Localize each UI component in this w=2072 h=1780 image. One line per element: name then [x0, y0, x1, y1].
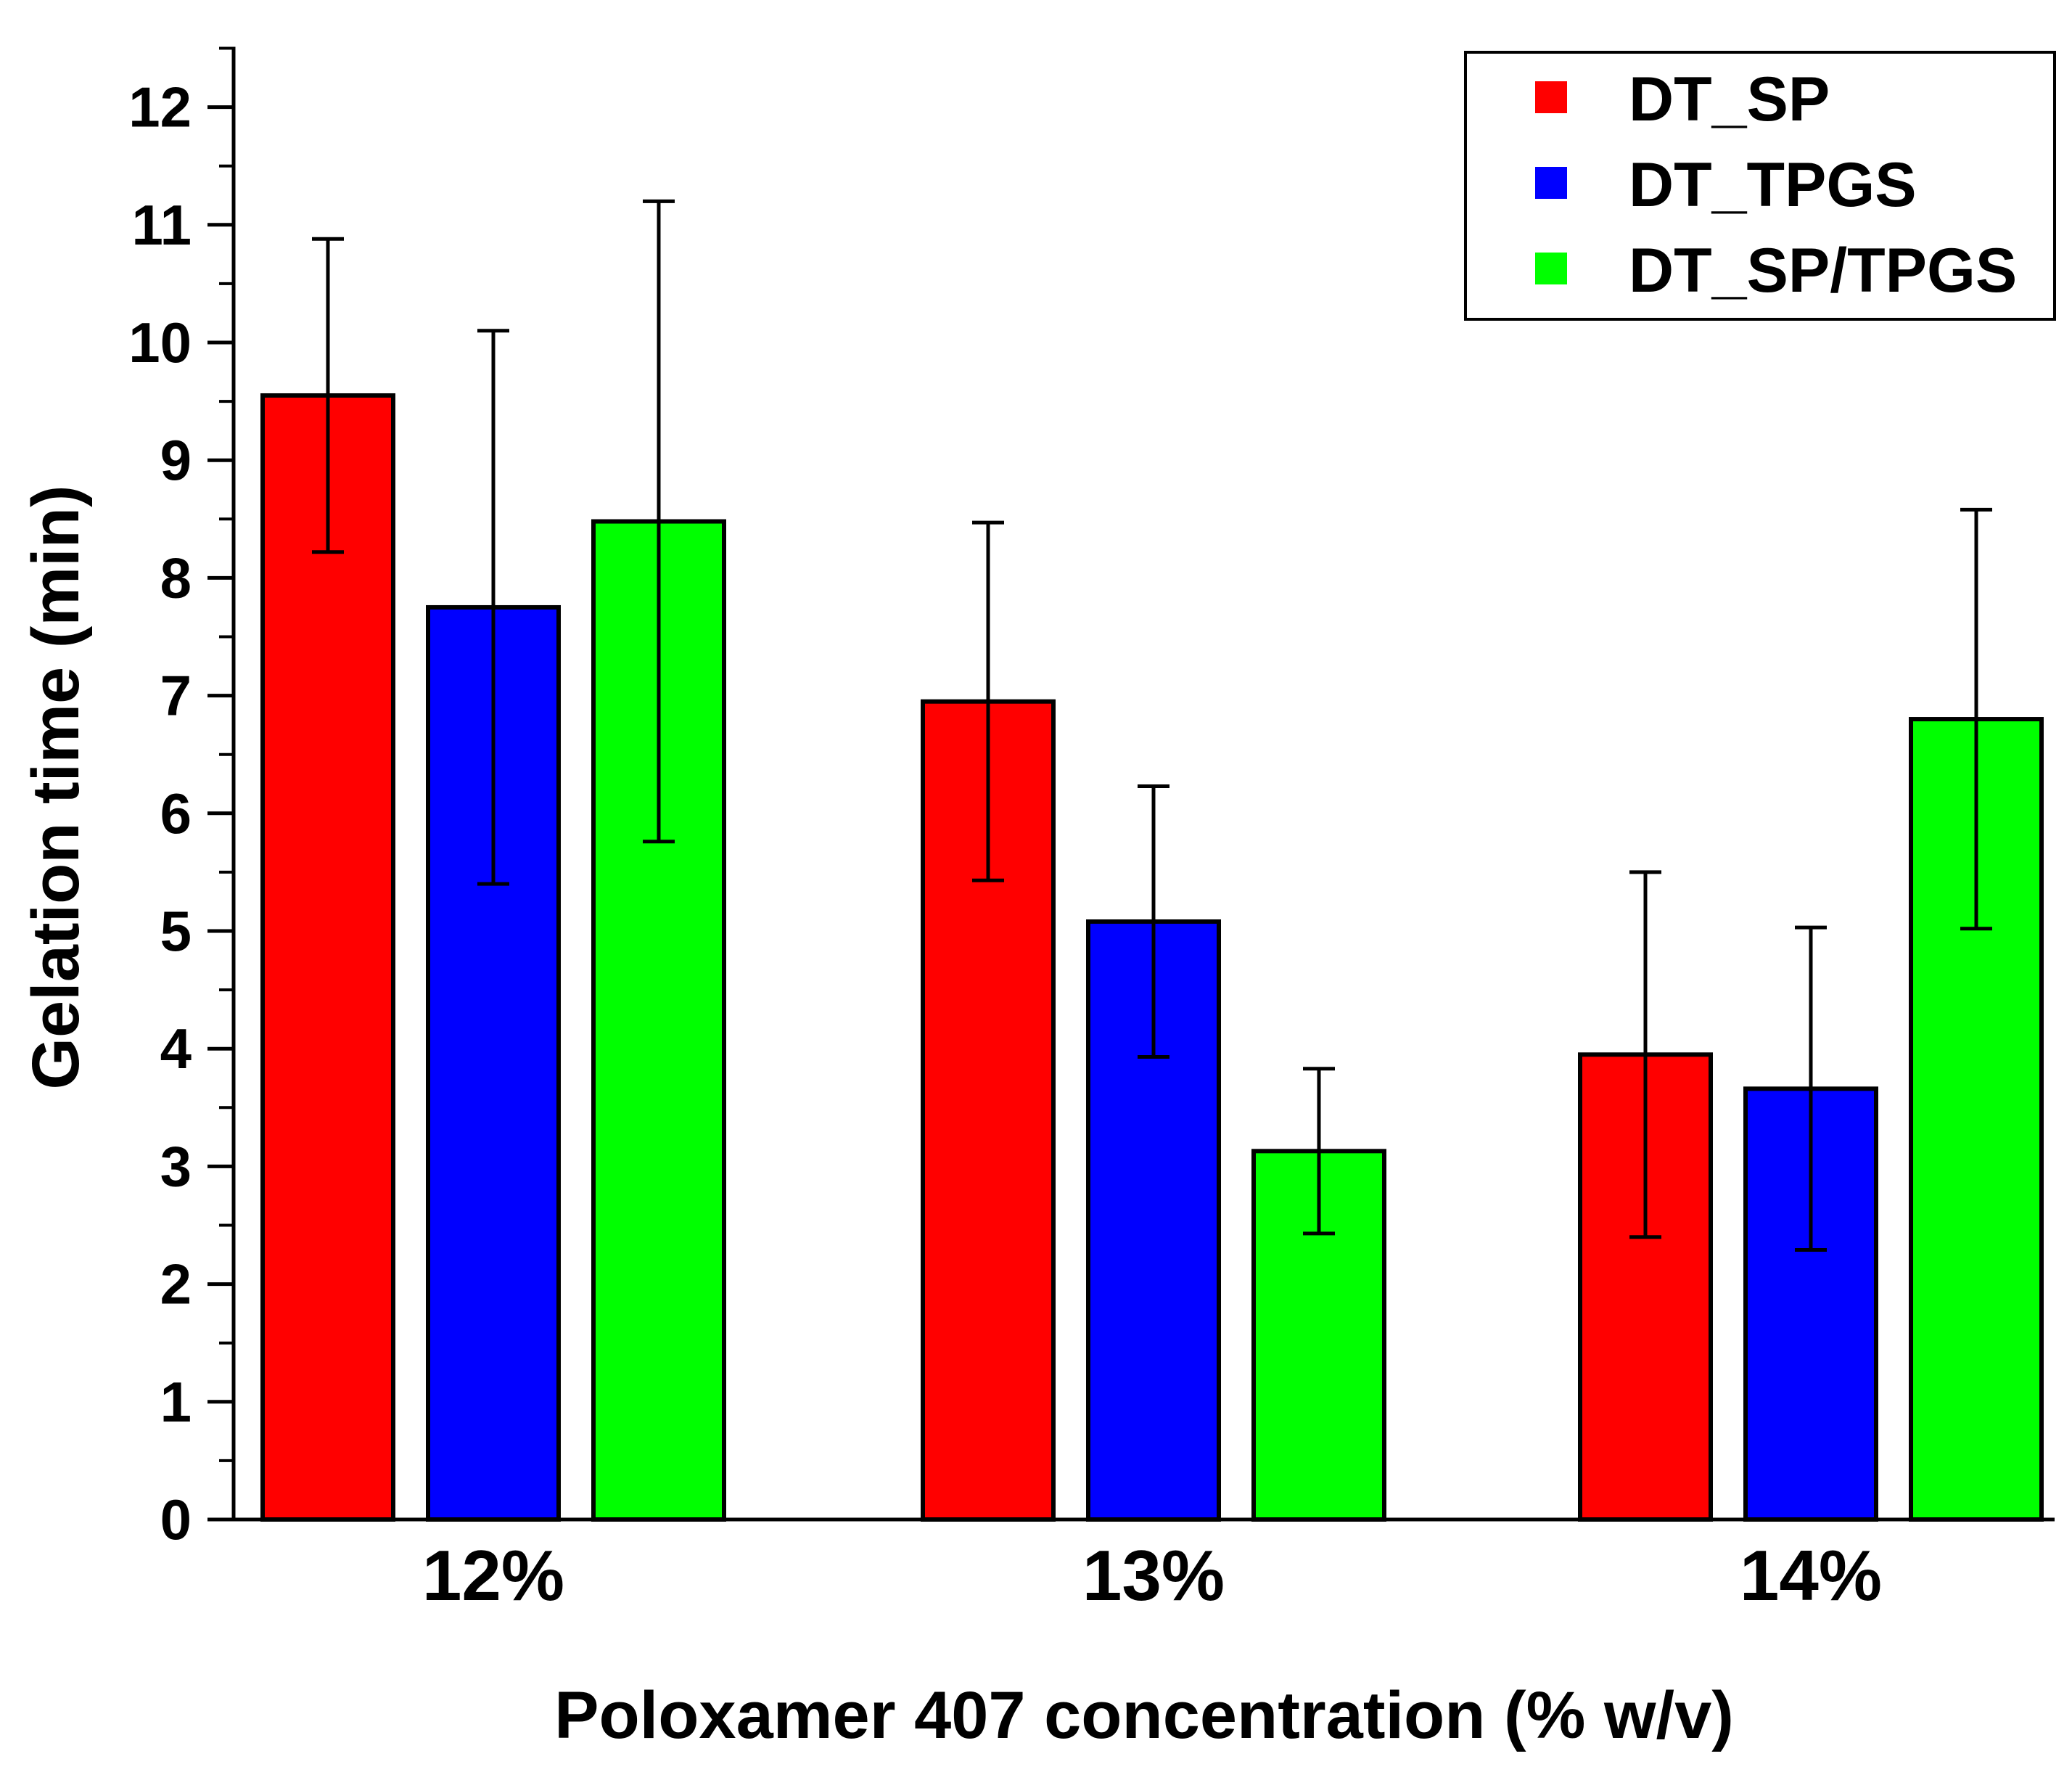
y-tick-label: 11	[132, 193, 192, 257]
y-tick-label: 10	[128, 311, 192, 374]
y-tick-label: 9	[160, 428, 192, 492]
legend-label: DT_TPGS	[1629, 150, 1917, 220]
y-tick-label: 5	[160, 899, 192, 963]
x-labels-layer: 12% 13% 14%	[422, 1535, 1882, 1615]
y-tick-label: 0	[160, 1488, 192, 1551]
x-axis-title: Poloxamer 407 concentration (% w/v)	[554, 1678, 1734, 1752]
y-tick-label: 4	[160, 1017, 192, 1080]
legend-swatch-dt-sp	[1535, 81, 1567, 113]
x-category-label: 14%	[1740, 1535, 1882, 1615]
y-tick-label: 12	[128, 75, 192, 139]
legend: DT_SP DT_TPGS DT_SP/TPGS	[1464, 51, 2056, 321]
x-category-label: 13%	[1082, 1535, 1225, 1615]
y-tick-label: 6	[160, 782, 192, 845]
y-axis-title: Gelation time (min)	[19, 485, 93, 1089]
x-category-label: 12%	[422, 1535, 564, 1615]
axes-layer	[231, 46, 2055, 1522]
y-tick-label: 1	[160, 1370, 192, 1434]
legend-label: DT_SP	[1629, 65, 1830, 134]
legend-label: DT_SP/TPGS	[1629, 236, 2017, 305]
error-bars-layer	[312, 199, 1992, 1252]
y-tick-label: 7	[160, 664, 192, 728]
legend-swatch-dt-sp-tpgs	[1535, 253, 1567, 284]
y-tick-label: 2	[160, 1252, 192, 1316]
legend-swatch-dt-tpgs	[1535, 167, 1567, 199]
y-tick-label: 3	[160, 1134, 192, 1198]
bar-dt-sp-12pct	[260, 393, 395, 1522]
y-tick-label: 8	[160, 546, 192, 610]
